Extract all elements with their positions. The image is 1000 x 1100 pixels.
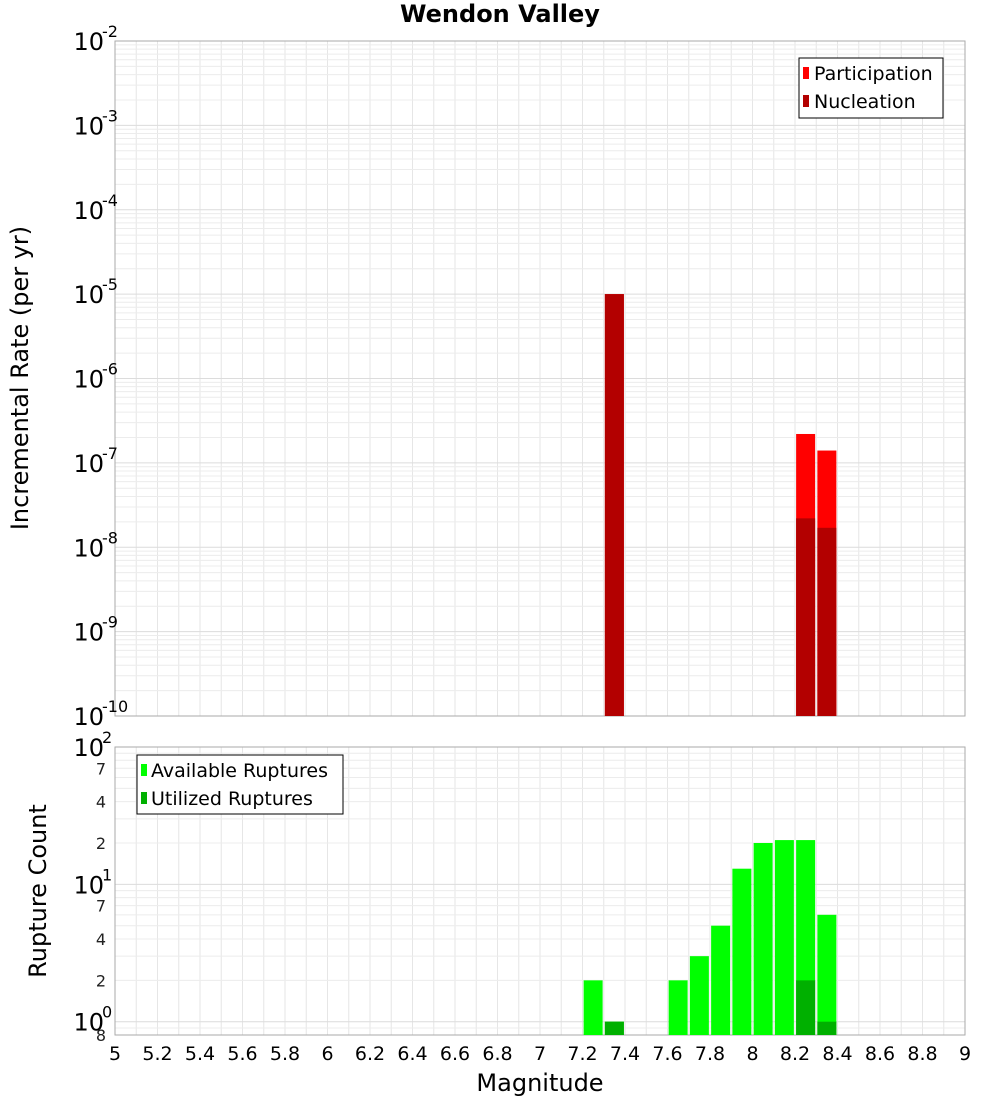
legend-label-utilized-ruptures: Utilized Ruptures [151,788,313,810]
legend-label-participation: Participation [814,63,933,85]
top-panel: 10-210-310-410-510-610-710-810-910-10 In… [6,22,966,731]
x-tick-label: 5.6 [227,1043,257,1065]
bar-utilized-ruptures-8.25 [796,980,816,1035]
bar-available-ruptures-7.85 [711,925,731,1035]
y-tick-label: 10 [73,703,104,731]
y-tick-label: 2 [96,834,106,853]
y-tick-label: 7 [96,897,106,916]
top-y-ticks: 10-210-310-410-510-610-710-810-910-10 [73,22,128,731]
bar-utilized-ruptures-7.35 [604,1021,624,1035]
y-tick-label: 10 [73,871,104,899]
chart-title: Wendon Valley [400,0,600,28]
y-tick-label: 10 [73,619,104,647]
bottom-legend: Available Ruptures Utilized Ruptures [136,754,344,815]
y-tick-exponent: 1 [102,865,112,884]
x-axis-label: Magnitude [476,1069,603,1097]
x-tick-label: 5.8 [270,1043,300,1065]
bottom-gridlines [114,746,966,1036]
y-tick-label: 10 [73,534,104,562]
top-bars [604,294,837,716]
bar-available-ruptures-7.65 [668,980,688,1035]
top-y-axis-label: Incremental Rate (per yr) [6,226,34,530]
top-gridlines [114,40,966,717]
bar-available-ruptures-8.15 [774,840,794,1035]
y-tick-label: 10 [73,197,104,225]
bar-nucleation-8.25 [796,518,816,716]
legend-swatch-nucleation [803,95,809,107]
y-tick-exponent: -5 [102,275,118,294]
bar-available-ruptures-8.35 [817,914,837,1035]
legend-label-available-ruptures: Available Ruptures [151,760,328,782]
y-tick-label: 10 [73,366,104,394]
x-axis-ticks: 5 5.2 5.4 5.6 5.8 6 6.2 6.4 6.6 6.8 7 7.2 7.4 7.6 7.8 8… [109,1043,971,1065]
bottom-legend-box [136,754,344,815]
bar-utilized-ruptures-8.35 [817,1021,837,1035]
y-tick-label: 10 [73,112,104,140]
x-tick-label: 5.4 [185,1043,215,1065]
y-tick-exponent: -7 [102,444,118,463]
legend-swatch-available-ruptures [141,764,147,776]
y-tick-exponent: 2 [102,728,112,747]
y-tick-exponent: -10 [102,697,128,716]
bar-available-ruptures-7.25 [583,980,603,1035]
y-tick-label: 10 [73,734,104,762]
y-tick-label: 10 [73,28,104,56]
y-tick-label: 10 [73,1009,104,1037]
y-tick-exponent: -2 [102,22,118,41]
x-tick-label: 7.4 [610,1043,640,1065]
x-tick-label: 5 [109,1043,121,1065]
top-legend: Participation Nucleation [798,57,944,119]
bottom-y-axis-label: Rupture Count [24,804,52,978]
y-tick-label: 4 [96,930,106,949]
bottom-plot-frame [114,746,966,1036]
bar-nucleation-8.35 [817,527,837,716]
x-tick-label: 8.8 [907,1043,937,1065]
y-tick-label: 2 [96,971,106,990]
x-tick-label: 7.6 [652,1043,682,1065]
x-tick-label: 8 [746,1043,758,1065]
x-tick-label: 5.2 [142,1043,172,1065]
top-legend-box [798,57,944,119]
x-tick-label: 8.6 [865,1043,895,1065]
y-tick-label: 10 [73,281,104,309]
x-tick-label: 8.4 [822,1043,852,1065]
x-tick-label: 7.2 [567,1043,597,1065]
x-tick-label: 6 [321,1043,333,1065]
bar-available-ruptures-7.95 [732,868,752,1035]
x-tick-label: 9 [959,1043,971,1065]
y-tick-exponent: -4 [102,191,118,210]
bar-nucleation-7.35 [604,294,624,716]
y-tick-exponent: 0 [102,1003,112,1022]
y-tick-label: 10 [73,450,104,478]
top-plot-frame [114,40,966,717]
y-tick-exponent: -6 [102,360,118,379]
y-tick-exponent: -8 [102,528,118,547]
x-tick-label: 6.4 [397,1043,427,1065]
x-tick-label: 6.6 [440,1043,470,1065]
y-tick-exponent: -3 [102,106,118,125]
legend-swatch-participation [803,67,809,79]
y-tick-label: 4 [96,793,106,812]
x-tick-label: 6.2 [355,1043,385,1065]
bar-available-ruptures-7.75 [689,956,709,1035]
x-tick-label: 7.8 [695,1043,725,1065]
x-tick-label: 8.2 [780,1043,810,1065]
x-tick-label: 6.8 [482,1043,512,1065]
y-tick-exponent: -9 [102,613,118,632]
legend-swatch-utilized-ruptures [141,792,147,804]
legend-label-nucleation: Nucleation [814,91,916,113]
y-tick-label: 8 [96,1026,106,1045]
y-tick-label: 7 [96,759,106,778]
x-tick-label: 7 [534,1043,546,1065]
bar-available-ruptures-8.05 [753,843,773,1035]
bottom-bars [583,840,837,1035]
